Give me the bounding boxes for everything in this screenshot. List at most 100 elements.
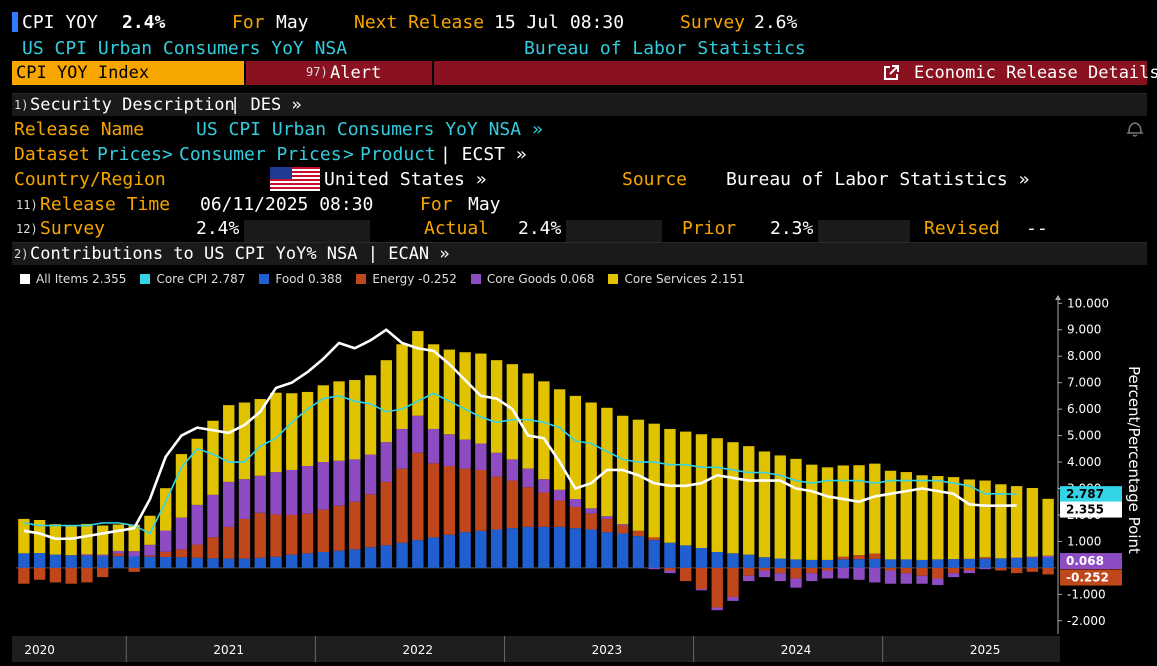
country-value[interactable]: United States » [324,169,487,190]
bar-energy[interactable] [853,555,865,560]
contributions-chart[interactable]: 10.0009.0008.0007.0006.0005.0004.0003.00… [12,294,1157,662]
bar-core-services[interactable] [601,407,613,517]
bar-energy[interactable] [223,526,235,559]
bar-core-goods[interactable] [553,489,566,501]
bar-core-goods[interactable] [412,415,424,453]
bar-core-goods[interactable] [695,589,708,591]
bar-energy[interactable] [128,567,140,572]
chart-area[interactable]: 10.0009.0008.0007.0006.0005.0004.0003.00… [12,294,1157,662]
bar-energy[interactable] [758,567,771,571]
bar-energy[interactable] [648,537,660,541]
release-details-button[interactable]: Economic Release Details [434,61,1157,85]
bar-food[interactable] [396,542,408,568]
bar-core-services[interactable] [333,381,345,461]
legend-item-core-services[interactable]: Core Services 2.151 [608,272,745,286]
bar-core-goods[interactable] [538,479,550,493]
bar-food[interactable] [774,558,786,568]
bar-core-goods[interactable] [932,578,944,586]
bar-food[interactable] [601,532,613,568]
bar-energy[interactable] [317,509,329,552]
bar-energy[interactable] [349,501,361,550]
bar-energy[interactable] [664,567,676,571]
bar-energy[interactable] [837,556,849,560]
bar-core-goods[interactable] [979,567,991,570]
bar-core-services[interactable] [963,479,976,559]
bar-food[interactable] [916,559,928,568]
bar-core-services[interactable] [412,331,424,416]
bar-energy[interactable] [238,518,251,559]
bar-core-services[interactable] [790,458,802,560]
bar-energy[interactable] [1010,567,1023,574]
bar-food[interactable] [317,551,329,568]
legend-item-all-items[interactable]: All Items 2.355 [20,272,126,286]
bar-energy[interactable] [821,567,834,571]
bar-core-services[interactable] [349,380,361,460]
bar-food[interactable] [112,556,125,568]
bar-core-services[interactable] [128,524,140,552]
release-time-label[interactable]: Release Time [40,194,171,215]
bar-food[interactable] [553,526,566,568]
bar-core-goods[interactable] [569,499,582,508]
bar-food[interactable] [711,551,723,568]
bar-food[interactable] [475,530,487,568]
bar-core-services[interactable] [238,402,251,480]
bar-core-goods[interactable] [884,570,897,584]
bar-energy[interactable] [396,468,408,543]
bell-icon[interactable] [1126,118,1144,138]
bar-core-goods[interactable] [144,544,156,556]
bar-core-services[interactable] [506,364,519,460]
bar-energy[interactable] [475,469,487,531]
bar-core-goods[interactable] [223,481,235,527]
bar-energy[interactable] [112,553,125,557]
bar-food[interactable] [569,528,582,568]
bar-food[interactable] [664,542,676,568]
bar-core-goods[interactable] [443,434,456,466]
bar-core-services[interactable] [774,455,786,559]
bar-food[interactable] [1042,557,1054,568]
bar-core-services[interactable] [475,353,487,444]
ticker[interactable]: CPI YOY [22,12,98,33]
bar-food[interactable] [947,559,960,568]
bar-core-services[interactable] [538,381,550,480]
bar-core-goods[interactable] [916,575,928,584]
bar-core-services[interactable] [301,391,314,466]
bar-energy[interactable] [743,567,755,576]
bar-core-goods[interactable] [128,551,140,557]
bar-core-goods[interactable] [711,607,723,611]
bar-core-services[interactable] [144,515,156,545]
bar-energy[interactable] [569,507,582,529]
bar-energy[interactable] [1042,567,1054,575]
bar-food[interactable] [333,550,345,568]
bar-core-services[interactable] [758,451,771,558]
bar-energy[interactable] [412,452,424,541]
bar-energy[interactable] [869,553,881,559]
bar-energy[interactable] [585,513,597,530]
bar-core-goods[interactable] [1042,555,1054,558]
bar-core-services[interactable] [995,484,1007,559]
bar-core-services[interactable] [853,465,865,556]
bar-food[interactable] [727,553,739,568]
bar-food[interactable] [380,545,392,568]
bar-food[interactable] [427,537,440,568]
line-all-items[interactable] [23,328,1017,541]
dataset-item-prices[interactable]: Prices [97,144,163,165]
legend-item-core-goods[interactable]: Core Goods 0.068 [470,272,594,286]
bar-food[interactable] [884,559,897,568]
bar-energy[interactable] [96,567,109,578]
bar-core-goods[interactable] [175,517,188,550]
bar-food[interactable] [490,529,503,568]
bar-core-goods[interactable] [459,439,471,469]
bar-food[interactable] [65,555,77,568]
bar-energy[interactable] [33,567,46,580]
bar-energy[interactable] [333,505,345,551]
bar-core-services[interactable] [680,431,692,546]
bar-core-services[interactable] [207,420,219,495]
bar-energy[interactable] [616,525,629,534]
bar-core-goods[interactable] [317,462,329,510]
bar-core-services[interactable] [1042,498,1054,556]
bar-core-services[interactable] [317,385,329,463]
bar-food[interactable] [616,533,629,568]
bar-core-goods[interactable] [81,554,93,556]
bar-food[interactable] [144,556,156,568]
bar-core-services[interactable] [884,470,897,560]
